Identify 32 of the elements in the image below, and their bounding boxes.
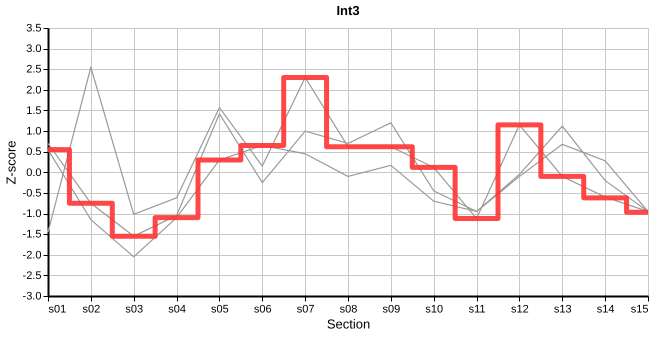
y-tick-label: 1.5 [26, 104, 42, 117]
y-tick-label: 2.5 [26, 64, 42, 76]
y-tick-label: -2.5 [22, 270, 42, 282]
x-tick-label: s14 [596, 304, 615, 316]
x-tick-label: s08 [340, 304, 358, 316]
x-tick-label: s07 [296, 304, 315, 316]
x-tick-label: s15 [630, 304, 648, 316]
y-tick-label: -3.0 [22, 290, 42, 302]
x-tick-label: s06 [254, 304, 272, 316]
y-tick-label: 3.0 [26, 43, 42, 56]
x-axis-title: Section [326, 316, 370, 332]
y-tick-label: 1.0 [26, 126, 42, 138]
x-tick-label: s05 [211, 304, 229, 316]
y-tick-label: 0.5 [26, 146, 42, 158]
y-tick-label: -1.0 [22, 208, 42, 220]
y-tick-label: 0.0 [26, 166, 42, 179]
x-tick-label: s01 [48, 304, 66, 316]
x-tick-label: s09 [382, 304, 400, 316]
y-tick-label: -0.5 [22, 187, 42, 200]
y-tick-label: -2.0 [22, 249, 42, 262]
y-tick-label: 2.0 [26, 84, 42, 96]
x-tick-label: s04 [168, 304, 186, 316]
chart-title: Int3 [336, 3, 360, 18]
x-tick-label: s02 [82, 304, 100, 316]
x-tick-label: s10 [425, 304, 444, 316]
x-tick-label: s13 [554, 304, 572, 316]
y-tick-label: -1.5 [22, 228, 42, 241]
y-tick-label: 3.5 [26, 22, 42, 34]
y-axis-title: Z-score [4, 140, 19, 185]
x-tick-label: s11 [468, 304, 486, 316]
x-tick-label: s03 [125, 304, 144, 316]
x-tick-label: s12 [511, 304, 529, 316]
